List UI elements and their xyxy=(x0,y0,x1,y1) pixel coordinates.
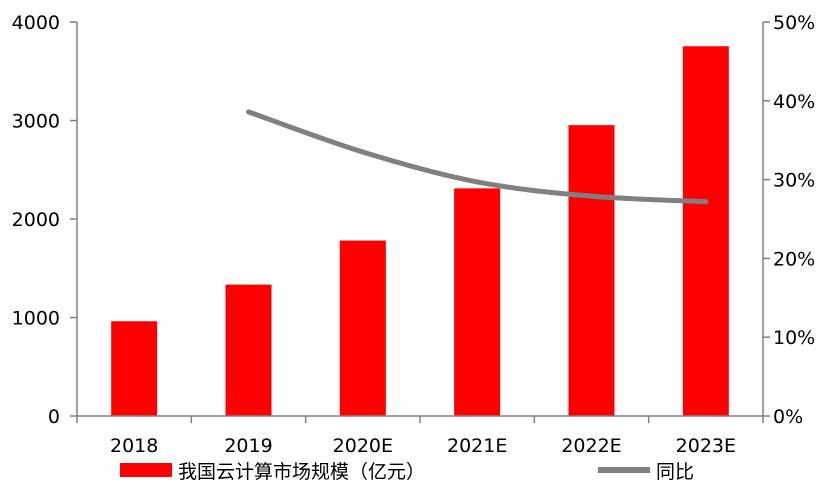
right-tick-label: 40% xyxy=(773,91,815,113)
left-axis-ticks: 0 1000 2000 3000 4000 xyxy=(12,12,77,428)
left-tick-label: 2000 xyxy=(12,209,60,231)
right-tick-label: 10% xyxy=(773,327,815,349)
right-tick-label: 0% xyxy=(773,406,803,428)
legend-bar-label: 我国云计算市场规模（亿元） xyxy=(178,461,425,483)
bars-group xyxy=(111,46,729,417)
right-tick-label: 50% xyxy=(773,12,815,34)
right-axis-ticks: 0% 10% 20% 30% 40% 50% xyxy=(763,12,815,428)
legend: 我国云计算市场规模（亿元） 同比 xyxy=(120,461,694,483)
right-tick-label: 20% xyxy=(773,248,815,270)
x-tick-label: 2021E xyxy=(447,435,507,457)
left-tick-label: 1000 xyxy=(12,308,60,330)
x-tick-label: 2018 xyxy=(110,435,158,457)
x-axis-ticks: 2018 2019 2020E 2021E 2022E 2023E xyxy=(76,416,764,457)
x-tick-label: 2020E xyxy=(333,435,393,457)
bar-2020e xyxy=(339,240,386,416)
legend-bar-swatch xyxy=(120,463,172,477)
legend-line-label: 同比 xyxy=(656,461,694,483)
x-tick-label: 2023E xyxy=(676,435,736,457)
x-tick-label: 2022E xyxy=(561,435,621,457)
bar-2018 xyxy=(111,321,158,416)
x-tick-label: 2019 xyxy=(224,435,272,457)
growth-line-group xyxy=(246,109,709,205)
left-tick-label: 3000 xyxy=(12,111,60,133)
bar-2021e xyxy=(454,188,501,416)
bar-2019 xyxy=(225,284,272,416)
growth-line xyxy=(246,109,709,205)
right-tick-label: 30% xyxy=(773,170,815,192)
bar-2022e xyxy=(568,125,615,416)
left-tick-label: 0 xyxy=(48,406,60,428)
bar-2023e xyxy=(682,46,729,417)
left-tick-label: 4000 xyxy=(12,12,60,34)
